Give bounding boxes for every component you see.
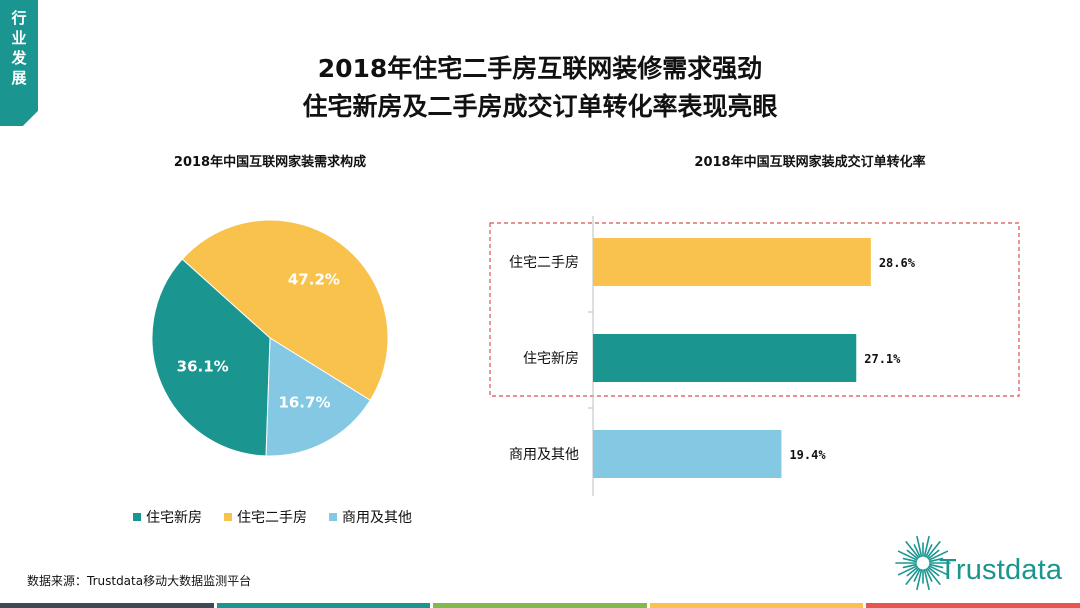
sunburst-ray (905, 567, 920, 585)
legend-label-new-house: 住宅新房 (146, 510, 202, 526)
pie-label-0: 36.1% (177, 358, 229, 376)
bar-category-label-0: 住宅二手房 (509, 255, 579, 271)
sunburst-ray (897, 550, 918, 561)
footer-segment (866, 603, 1080, 608)
sunburst-ray (925, 568, 933, 582)
sunburst-ray (902, 563, 917, 569)
sunburst-ray (927, 549, 940, 560)
footer-segment (0, 603, 214, 608)
sunburst-ray (906, 566, 919, 577)
sunburst-ray (926, 541, 941, 559)
footer-segment (216, 603, 431, 608)
sunburst-ray (929, 563, 944, 569)
sunburst-ray (928, 550, 949, 561)
pie-chart: 36.1% 47.2% 16.7% (151, 219, 389, 457)
sunburst-ray (902, 557, 917, 563)
side-section-tab: 行业发展 (0, 0, 38, 126)
bar-value-label-2: 19.4% (789, 448, 826, 462)
bar-1 (593, 334, 857, 382)
page-title-line-2: 住宅新房及二手房成交订单转化率表现亮眼 (302, 92, 778, 121)
trustdata-logo: Trustdata (893, 533, 1062, 593)
sunburst-ray (925, 544, 933, 558)
legend-swatch-commercial (329, 513, 337, 521)
sunburst-ray (913, 568, 921, 582)
pie-legend: 住宅新房 住宅二手房 商用及其他 (133, 507, 412, 527)
sunburst-ray (913, 544, 921, 558)
legend-item-commercial: 商用及其他 (329, 507, 412, 527)
data-source-note: 数据来源：Trustdata移动大数据监测平台 (27, 574, 252, 588)
sunburst-ray (897, 565, 918, 576)
bar-value-label-0: 28.6% (879, 256, 916, 270)
bar-value-label-1: 27.1% (864, 352, 901, 366)
sunburst-ray (927, 566, 940, 577)
highlight-box (489, 222, 1020, 397)
footer-segment (649, 603, 864, 608)
pie-chart-title: 2018年中国互联网家装需求构成 (173, 155, 367, 170)
pie-slice-1 (181, 219, 389, 401)
sunburst-icon (895, 535, 951, 591)
legend-swatch-second-hand (224, 513, 232, 521)
bar-chart: 住宅二手房 28.6% 住宅新房 27.1% 商用及其他 19.4% (489, 216, 1020, 496)
pie-label-2: 16.7% (278, 394, 330, 412)
sunburst-ray (928, 565, 949, 576)
bar-category-label-1: 住宅新房 (523, 351, 579, 367)
bar-chart-title: 2018年中国互联网家装成交订单转化率 (694, 155, 926, 170)
sunburst-ray (926, 567, 941, 585)
logo-text: Trustdata (939, 553, 1063, 586)
pie-slice-0 (151, 258, 271, 457)
legend-label-second-hand: 住宅二手房 (237, 510, 307, 526)
footer-segment (433, 603, 647, 608)
pie-label-1: 47.2% (288, 270, 340, 288)
sunburst-ray (916, 535, 923, 557)
sunburst-ray (929, 557, 944, 563)
pie-slice-2 (265, 337, 371, 457)
side-tab-label: 行业发展 (11, 9, 27, 87)
sunburst-ray (906, 549, 919, 560)
bar-2 (593, 430, 782, 478)
sunburst-ray (923, 535, 930, 557)
sunburst-ray (905, 541, 920, 559)
page-title-line-1: 2018年住宅二手房互联网装修需求强劲 (317, 54, 763, 83)
legend-swatch-new-house (133, 513, 141, 521)
bar-0 (593, 238, 871, 286)
bar-category-label-2: 商用及其他 (509, 447, 579, 463)
legend-item-new-house: 住宅新房 (133, 507, 202, 527)
sunburst-ray (916, 569, 923, 591)
footer-color-bar (0, 603, 1080, 608)
legend-label-commercial: 商用及其他 (342, 510, 412, 526)
sunburst-ray (923, 569, 930, 591)
legend-item-second-hand: 住宅二手房 (224, 507, 307, 527)
